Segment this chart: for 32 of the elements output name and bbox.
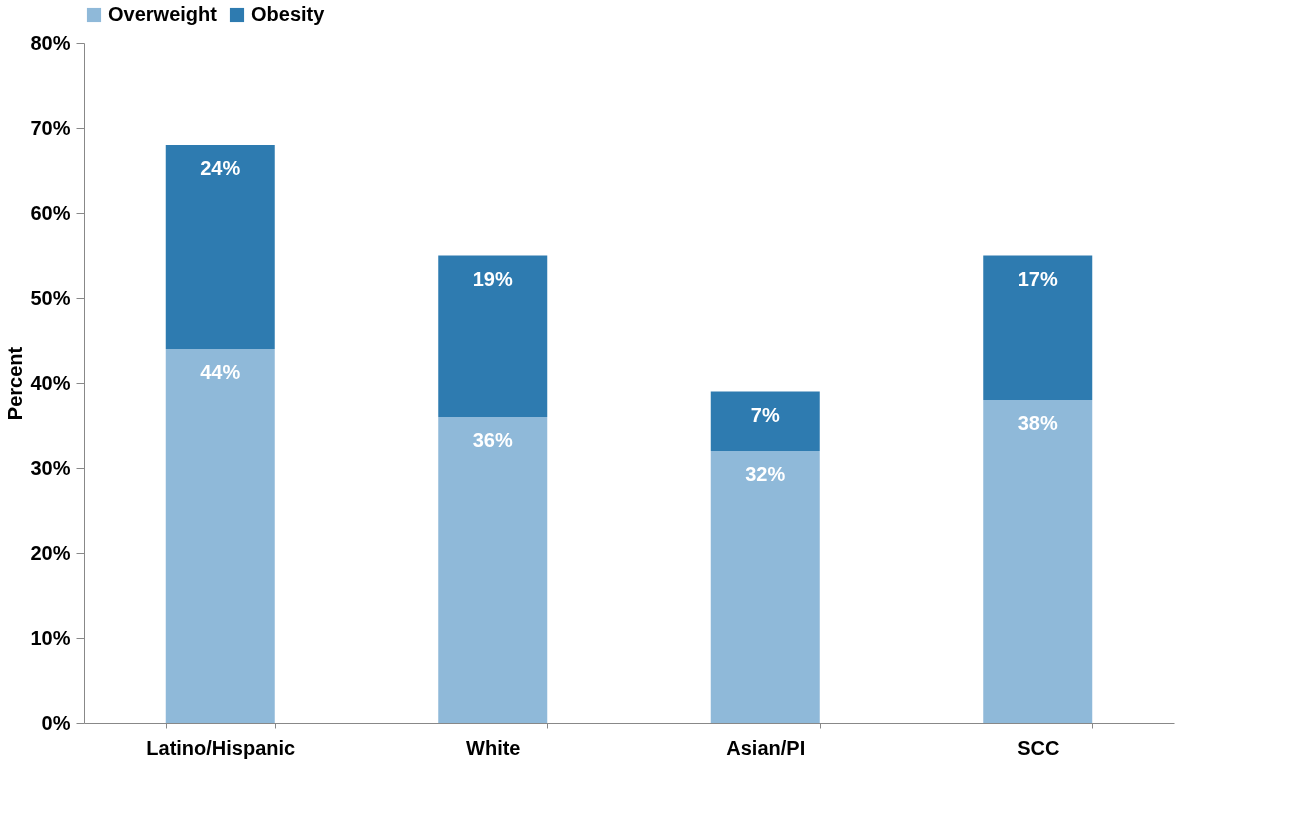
legend-label: Overweight — [108, 3, 218, 25]
data-label: 7% — [750, 403, 780, 426]
data-label: 24% — [200, 157, 241, 179]
y-tick-label: 40% — [30, 371, 71, 394]
x-tick-label: Latino/Hispanic — [146, 736, 296, 759]
x-tick-label: SCC — [1017, 736, 1060, 759]
data-label: 36% — [472, 429, 513, 451]
bar — [165, 349, 275, 723]
data-label: 32% — [745, 463, 786, 485]
bar — [983, 400, 1093, 723]
data-label: 19% — [472, 267, 513, 290]
bar — [983, 255, 1093, 400]
data-label: 38% — [1017, 412, 1058, 434]
data-label: 17% — [1017, 267, 1058, 290]
y-tick-label: 30% — [30, 456, 71, 479]
data-label: 44% — [200, 361, 241, 383]
y-axis-title: Percent — [4, 346, 27, 421]
legend-label: Obesity — [251, 3, 326, 25]
y-tick-label: 10% — [30, 626, 71, 649]
y-tick-label: 20% — [30, 541, 71, 564]
bar — [165, 145, 275, 349]
x-tick-label: White — [466, 736, 521, 759]
bar — [710, 391, 820, 451]
bar — [438, 255, 548, 417]
y-tick-label: 70% — [30, 116, 71, 139]
bar — [438, 417, 548, 723]
y-tick-label: 0% — [41, 711, 71, 734]
bar — [710, 451, 820, 723]
y-tick-label: 50% — [30, 286, 71, 309]
x-tick-label: Asian/PI — [726, 736, 806, 759]
y-tick-label: 60% — [30, 201, 71, 224]
y-tick-label: 80% — [30, 31, 71, 54]
